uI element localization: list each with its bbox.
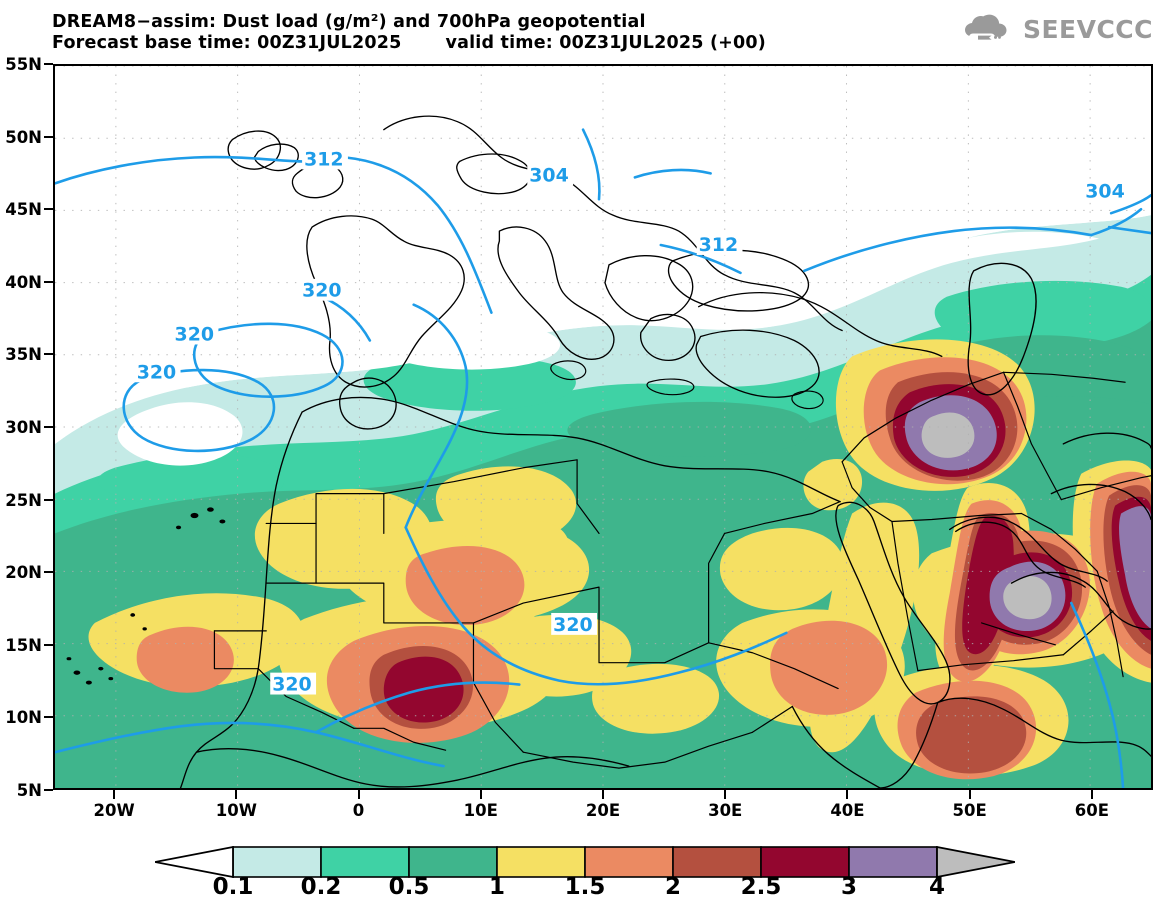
- longitude-tick: [846, 790, 849, 799]
- longitude-tick-label: 20E: [585, 801, 621, 820]
- latitude-tick: [44, 280, 53, 283]
- colorbar-segment: [496, 846, 586, 878]
- dust-load-map: 312 304 304 312 320 320 320 320 320: [55, 66, 1151, 788]
- latitude-tick: [44, 789, 53, 791]
- svg-text:312: 312: [699, 234, 739, 256]
- latitude-tick: [44, 208, 53, 211]
- seevccc-logo: SEEVCCC: [958, 14, 1153, 44]
- colorbar-tick-label: 2: [664, 874, 681, 900]
- colorbar-segment: [672, 846, 762, 878]
- latitude-tick-label: 40N: [5, 272, 42, 292]
- latitude-tick-label: 5N: [16, 781, 42, 800]
- chart-title-block: DREAM8−assim: Dust load (g/m²) and 700hP…: [52, 12, 852, 54]
- latitude-tick-label: 20N: [5, 563, 42, 583]
- svg-text:320: 320: [137, 361, 177, 383]
- title-spacer: [401, 33, 445, 54]
- colorbar-tick-label: 0.1: [212, 874, 254, 900]
- colorbar-tick-label: 2.5: [740, 874, 782, 900]
- page-title: DREAM8−assim: Dust load (g/m²) and 700hP…: [52, 12, 646, 32]
- dust-load-colorbar: [155, 846, 1015, 878]
- forecast-valid-time: valid time: 00Z31JUL2025 (+00): [445, 33, 766, 53]
- svg-text:320: 320: [175, 323, 215, 345]
- latitude-tick: [44, 716, 53, 719]
- colorbar-tick-label: 3: [840, 874, 857, 900]
- colorbar-tick-label: 1.5: [564, 874, 606, 900]
- latitude-tick: [44, 643, 53, 646]
- longitude-tick: [357, 790, 360, 799]
- colorbar-segment: [408, 846, 498, 878]
- colorbar-tick-label: 0.5: [388, 874, 430, 900]
- latitude-tick-label: 45N: [5, 200, 42, 220]
- dust-load-contour-fills: [55, 66, 1151, 788]
- colorbar-swatches: [155, 846, 1015, 878]
- svg-text:320: 320: [553, 614, 593, 636]
- svg-text:304: 304: [529, 164, 569, 186]
- longitude-tick: [968, 790, 971, 799]
- colorbar-segment: [320, 846, 410, 878]
- latitude-tick: [44, 571, 53, 574]
- longitude-tick-label: 0: [352, 801, 365, 820]
- longitude-tick: [235, 790, 238, 799]
- longitude-tick-label: 30E: [708, 801, 743, 820]
- latitude-tick: [44, 426, 53, 428]
- latitude-tick: [44, 353, 53, 356]
- latitude-tick: [44, 135, 53, 138]
- colorbar-segment: [232, 846, 322, 878]
- longitude-tick-label: 20W: [93, 801, 135, 820]
- svg-text:304: 304: [1085, 180, 1125, 202]
- latitude-tick-label: 50N: [5, 127, 42, 147]
- latitude-tick-label: 35N: [5, 345, 42, 365]
- colorbar-segment: [848, 846, 938, 878]
- forecast-base-time: Forecast base time: 00Z31JUL2025: [52, 33, 402, 53]
- svg-text:320: 320: [272, 674, 312, 696]
- longitude-tick: [113, 790, 116, 799]
- longitude-tick-label: 40E: [830, 801, 865, 820]
- logo-text: SEEVCCC: [1022, 14, 1153, 44]
- latitude-tick-label: 10N: [5, 708, 42, 728]
- longitude-tick-label: 10E: [463, 801, 498, 820]
- latitude-tick-label: 55N: [5, 55, 42, 74]
- latitude-tick-label: 15N: [5, 635, 42, 655]
- svg-text:312: 312: [304, 148, 344, 170]
- colorbar-segment: [584, 846, 674, 878]
- geopotential-contours: [55, 128, 1151, 788]
- latitude-tick: [44, 498, 53, 501]
- latitude-tick-label: 25N: [5, 490, 42, 510]
- longitude-tick-label: 60E: [1074, 801, 1109, 820]
- colorbar-tick-label: 0.2: [300, 874, 342, 900]
- longitude-tick: [602, 790, 604, 799]
- forecast-time-line: Forecast base time: 00Z31JUL2025 valid t…: [52, 33, 852, 54]
- longitude-tick: [479, 790, 482, 799]
- longitude-tick: [1090, 790, 1093, 799]
- geopotential-contour-labels: 312 304 304 312 320 320 320 320 320: [134, 147, 1130, 696]
- colorbar-segment: [760, 846, 850, 878]
- longitude-tick-label: 50E: [952, 801, 987, 820]
- colorbar-tick-label: 1: [488, 874, 505, 900]
- latitude-tick-label: 30N: [5, 418, 42, 437]
- cloud-icon: [964, 14, 1007, 41]
- longitude-tick-label: 10W: [215, 801, 257, 820]
- map-plot-area: 312 304 304 312 320 320 320 320 320: [53, 64, 1153, 790]
- svg-text:320: 320: [302, 280, 342, 302]
- latitude-tick: [44, 63, 53, 65]
- colorbar-tick-label: 4: [928, 874, 945, 900]
- longitude-tick: [724, 790, 727, 799]
